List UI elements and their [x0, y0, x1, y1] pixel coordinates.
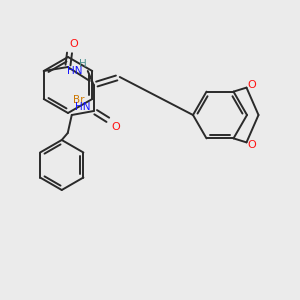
Text: O: O	[69, 39, 78, 49]
Text: Br: Br	[74, 95, 85, 105]
Text: O: O	[247, 140, 256, 150]
Text: H: H	[79, 59, 87, 69]
Text: O: O	[247, 80, 256, 90]
Text: HN: HN	[67, 66, 83, 76]
Text: HN: HN	[75, 102, 91, 112]
Text: O: O	[111, 122, 120, 132]
